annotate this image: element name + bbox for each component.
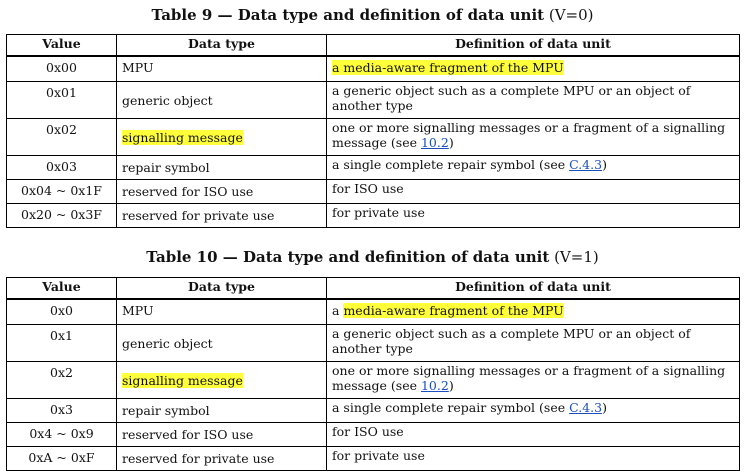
- table-row: 0x1 generic object a generic object such…: [6, 324, 740, 362]
- cell-type: reserved for private use: [116, 203, 327, 228]
- cell-value: 0x04 ~ 0x1F: [6, 179, 117, 204]
- cell-type: reserved for ISO use: [116, 422, 327, 447]
- cell-definition: a single complete repair symbol (see C.4…: [326, 398, 740, 423]
- cell-value: 0x00: [6, 55, 117, 82]
- cell-definition: for ISO use: [326, 422, 740, 447]
- cell-definition: for ISO use: [326, 179, 740, 204]
- cell-value: 0x02: [6, 118, 117, 156]
- table9-header-type: Data type: [116, 34, 327, 57]
- table9-header-row: Value Data type Definition of data unit: [6, 34, 740, 57]
- definition-end: ): [448, 378, 454, 393]
- section-link[interactable]: C.4.3: [569, 400, 603, 415]
- cell-value: 0x1: [6, 324, 117, 362]
- table-row: 0x3 repair symbol a single complete repa…: [6, 398, 740, 423]
- table10-header-row: Value Data type Definition of data unit: [6, 277, 740, 300]
- section-link[interactable]: 10.2: [420, 378, 449, 393]
- cell-value: 0x03: [6, 155, 117, 180]
- definition-text: a single complete repair symbol (see: [332, 400, 570, 415]
- cell-definition: a media-aware fragment of the MPU: [326, 55, 740, 82]
- cell-definition: one or more signalling messages or a fra…: [326, 361, 740, 399]
- cell-type: repair symbol: [116, 155, 327, 180]
- table10-caption-version: (V=1): [549, 248, 599, 266]
- cell-definition: a generic object such as a complete MPU …: [326, 324, 740, 362]
- table10-header-value: Value: [6, 277, 117, 300]
- table-row: 0xA ~ 0xF reserved for private use for p…: [6, 446, 740, 471]
- table-row: 0x00 MPU a media-aware fragment of the M…: [6, 55, 740, 82]
- cell-type: repair symbol: [116, 398, 327, 423]
- cell-type: signalling message: [116, 361, 327, 399]
- table-row: 0x02 signalling message one or more sign…: [6, 118, 740, 156]
- table-row: 0x04 ~ 0x1F reserved for ISO use for ISO…: [6, 179, 740, 204]
- table10-header-definition: Definition of data unit: [326, 277, 740, 300]
- cell-type: reserved for ISO use: [116, 179, 327, 204]
- table9-caption: Table 9 — Data type and definition of da…: [0, 6, 745, 24]
- cell-type: reserved for private use: [116, 446, 327, 471]
- table9-caption-version: (V=0): [544, 6, 594, 24]
- table9-header-value: Value: [6, 34, 117, 57]
- cell-definition: for private use: [326, 203, 740, 228]
- table10: Value Data type Definition of data unit …: [6, 277, 740, 471]
- section-link[interactable]: C.4.3: [569, 157, 603, 172]
- highlighted-text: signalling message: [122, 129, 243, 145]
- definition-end: ): [602, 157, 607, 172]
- highlighted-text: a media-aware fragment of the MPU: [332, 60, 564, 75]
- table-row: 0x4 ~ 0x9 reserved for ISO use for ISO u…: [6, 422, 740, 447]
- table10-caption: Table 10 — Data type and definition of d…: [0, 248, 745, 266]
- cell-definition: a media-aware fragment of the MPU: [326, 298, 740, 325]
- table10-header-type: Data type: [116, 277, 327, 300]
- definition-end: ): [602, 400, 607, 415]
- highlighted-text: signalling message: [122, 372, 243, 388]
- table-row: 0x0 MPU a media-aware fragment of the MP…: [6, 298, 740, 325]
- table9: Value Data type Definition of data unit …: [6, 34, 740, 228]
- cell-type: generic object: [116, 81, 327, 119]
- cell-value: 0x3: [6, 398, 117, 423]
- table-row: 0x2 signalling message one or more signa…: [6, 361, 740, 399]
- cell-value: 0x2: [6, 361, 117, 399]
- cell-definition: one or more signalling messages or a fra…: [326, 118, 740, 156]
- cell-value: 0x20 ~ 0x3F: [6, 203, 117, 228]
- cell-definition: a single complete repair symbol (see C.4…: [326, 155, 740, 180]
- table-row: 0x01 generic object a generic object suc…: [6, 81, 740, 119]
- table9-caption-main: Table 9 — Data type and definition of da…: [151, 6, 545, 24]
- definition-text: one or more signalling messages or a fra…: [332, 363, 726, 393]
- cell-type: MPU: [116, 55, 327, 82]
- definition-text: a single complete repair symbol (see: [332, 157, 570, 172]
- table-row: 0x03 repair symbol a single complete rep…: [6, 155, 740, 180]
- cell-value: 0x0: [6, 298, 117, 325]
- table9-header-definition: Definition of data unit: [326, 34, 740, 57]
- cell-type: generic object: [116, 324, 327, 362]
- cell-definition: a generic object such as a complete MPU …: [326, 81, 740, 119]
- cell-type: MPU: [116, 298, 327, 325]
- cell-value: 0x4 ~ 0x9: [6, 422, 117, 447]
- table10-caption-main: Table 10 — Data type and definition of d…: [146, 248, 550, 266]
- highlighted-text: media-aware fragment of the MPU: [343, 303, 564, 318]
- cell-definition: for private use: [326, 446, 740, 471]
- cell-value: 0x01: [6, 81, 117, 119]
- cell-type: signalling message: [116, 118, 327, 156]
- definition-prefix: a: [332, 303, 344, 318]
- definition-text: one or more signalling messages or a fra…: [332, 120, 726, 150]
- section-link[interactable]: 10.2: [420, 135, 449, 150]
- definition-end: ): [448, 135, 454, 150]
- cell-value: 0xA ~ 0xF: [6, 446, 117, 471]
- table-row: 0x20 ~ 0x3F reserved for private use for…: [6, 203, 740, 228]
